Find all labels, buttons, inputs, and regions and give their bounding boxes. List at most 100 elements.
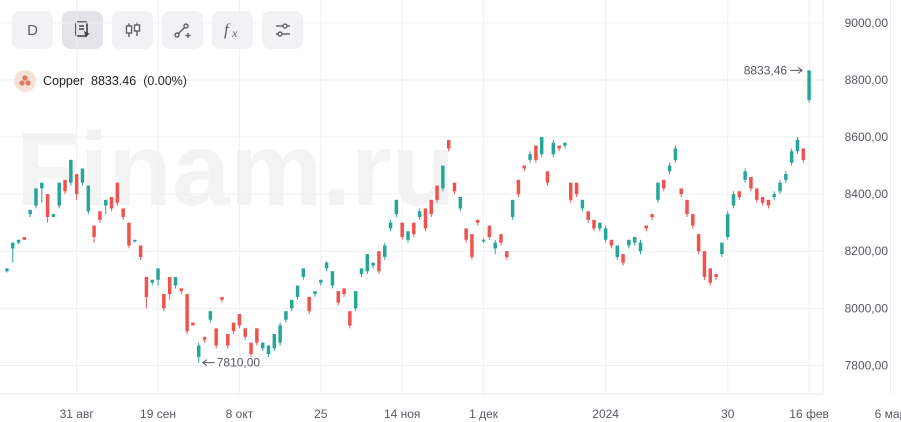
candle-body xyxy=(522,165,527,169)
candle-body xyxy=(69,159,73,183)
copper-coin-icon xyxy=(14,70,36,92)
candle-body xyxy=(185,294,189,332)
candle-body xyxy=(778,182,782,192)
candle-body xyxy=(603,228,608,240)
candle-body xyxy=(685,199,689,215)
x-tick-label: 19 сен xyxy=(140,407,176,421)
candle-body xyxy=(214,328,218,346)
candle-body xyxy=(725,214,730,237)
candle-body xyxy=(789,151,794,163)
grid-lines xyxy=(0,0,891,394)
candle-body xyxy=(359,268,364,275)
candles xyxy=(5,70,811,363)
candle-body xyxy=(795,139,800,152)
candle-body xyxy=(545,171,550,183)
candle-body xyxy=(720,242,724,255)
candle-body xyxy=(57,182,61,206)
y-tick-label: 7800,00 xyxy=(845,358,889,372)
candle-body xyxy=(103,199,108,206)
chart-type-button[interactable] xyxy=(62,11,103,49)
candle-body xyxy=(173,276,178,286)
candle-body xyxy=(10,242,15,249)
instrument-change: (0.00%) xyxy=(143,74,187,88)
candle-body xyxy=(598,222,602,229)
candle-body xyxy=(348,311,352,326)
y-tick-label: 8000,00 xyxy=(845,301,889,315)
candle-body xyxy=(98,211,102,220)
candle-body xyxy=(714,274,718,277)
candle-body xyxy=(34,188,38,206)
candle-body xyxy=(592,219,596,229)
indicators-button[interactable]: f x xyxy=(212,11,253,49)
candle-body xyxy=(278,325,282,343)
candle-body xyxy=(45,194,50,217)
candle-body xyxy=(301,268,306,277)
candle-body xyxy=(371,262,375,266)
candle-body xyxy=(394,199,399,215)
candle-body xyxy=(150,279,154,283)
x-tick-label: 25 xyxy=(314,407,328,421)
candle-body xyxy=(487,225,492,237)
candle-body xyxy=(51,214,56,217)
candle-body xyxy=(28,209,32,215)
candle-body xyxy=(662,179,666,189)
candle-body xyxy=(353,291,358,309)
candle-body xyxy=(336,291,340,303)
candle-body xyxy=(679,188,683,195)
candle-body xyxy=(621,254,625,263)
x-tick-label: 1 дек xyxy=(469,407,499,421)
candle-body xyxy=(638,242,643,252)
settings-button[interactable] xyxy=(262,11,303,49)
candle-body xyxy=(737,191,742,197)
candle-body xyxy=(743,171,747,180)
candle-body xyxy=(330,271,335,286)
x-tick-label: 16 фев xyxy=(789,407,829,421)
candle-body xyxy=(377,251,381,272)
candle-body xyxy=(586,211,590,220)
candle-body xyxy=(569,182,573,200)
candle-body xyxy=(40,182,44,189)
candle-body xyxy=(609,239,614,246)
candle-body xyxy=(63,179,67,192)
candle-body xyxy=(760,197,765,203)
x-tick-label: 31 авг xyxy=(60,407,95,421)
candle-body xyxy=(86,185,91,212)
candle-body xyxy=(342,288,346,295)
candle-body xyxy=(74,174,79,195)
candle-body xyxy=(260,342,265,349)
candle-body xyxy=(162,294,166,309)
drawing-button[interactable] xyxy=(162,11,203,49)
period-label: D xyxy=(27,21,38,39)
candle-body xyxy=(563,142,567,146)
candle-body xyxy=(470,234,474,257)
candle-body xyxy=(109,197,114,209)
candle-body xyxy=(580,199,585,209)
candle-body xyxy=(534,145,538,160)
candle-body xyxy=(423,208,428,229)
svg-text:f: f xyxy=(224,20,231,39)
y-tick-label: 8800,00 xyxy=(845,73,889,87)
fx-icon: f x xyxy=(224,20,238,40)
candle-body xyxy=(156,268,160,280)
candle-body xyxy=(307,296,311,312)
candle-body xyxy=(766,199,771,206)
last-price-label: 8833,46 xyxy=(744,63,788,77)
candle-body xyxy=(772,194,776,197)
candle-body xyxy=(324,262,329,269)
candle-body xyxy=(16,239,21,243)
candle-body xyxy=(510,199,515,217)
instrument-name: Copper xyxy=(43,74,84,88)
candle-body xyxy=(406,231,410,240)
candle-body xyxy=(615,245,620,257)
candles-button[interactable] xyxy=(112,11,153,49)
y-axis: 7800,00 8000,00 8200,00 8400,00 8600,00 8800,… xyxy=(845,16,889,373)
candle-body xyxy=(528,154,532,160)
candle-body xyxy=(755,188,759,200)
period-button[interactable]: D xyxy=(12,11,53,49)
x-tick-label: 8 окт xyxy=(226,407,254,421)
candle-body xyxy=(167,276,172,295)
candle-body xyxy=(708,268,713,283)
candle-body xyxy=(673,148,678,160)
x-tick-label: 6 мар xyxy=(875,407,901,421)
